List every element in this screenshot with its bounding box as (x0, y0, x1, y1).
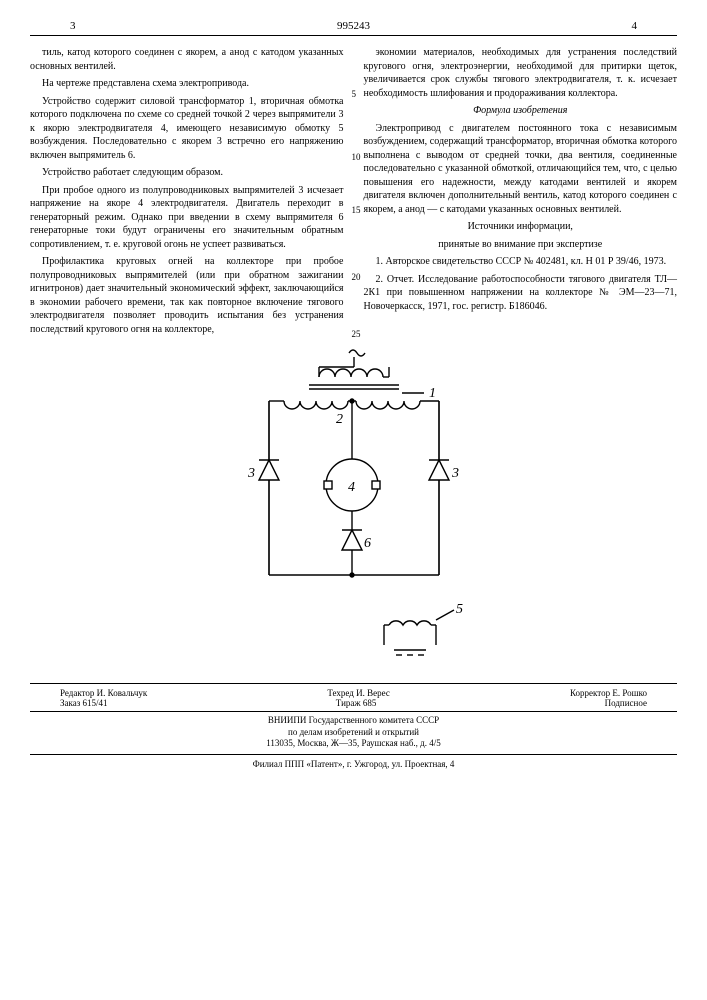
page-header: 3 995243 4 (30, 20, 677, 36)
diagram-label-4: 4 (348, 480, 355, 495)
org-line: ВНИИПИ Государственного комитета СССР (30, 715, 677, 727)
org-line: по делам изобретений и открытий (30, 727, 677, 739)
paragraph: Устройство работает следующим образом. (30, 166, 344, 180)
left-column: тиль, катод которого соединен с якорем, … (30, 46, 344, 340)
diagram-label-3b: 3 (451, 466, 459, 481)
diagram-label-6: 6 (364, 536, 371, 551)
references-subtitle: принятые во внимание при экспертизе (364, 238, 678, 252)
address-line: 113035, Москва, Ж—35, Раушская наб., д. … (30, 738, 677, 750)
text-columns: тиль, катод которого соединен с якорем, … (30, 46, 677, 340)
reference-item: 2. Отчет. Исследование работоспособности… (364, 273, 678, 314)
line-number: 15 (352, 204, 361, 216)
reference-item: 1. Авторское свидетельство СССР № 402481… (364, 255, 678, 269)
credits-block: Редактор И. Ковальчук Техред И. Верес Ко… (30, 683, 677, 771)
tirazh: Тираж 685 (336, 698, 377, 708)
diagram-label-3a: 3 (247, 466, 255, 481)
paragraph: При пробое одного из полупроводниковых в… (30, 184, 344, 252)
paragraph: На чертеже представлена схема электропри… (30, 77, 344, 91)
right-column: 5 10 15 20 25 экономии материалов, необх… (364, 46, 678, 340)
circuit-diagram: 1 2 3 3 4 6 5 (224, 345, 484, 675)
diagram-label-5: 5 (456, 602, 463, 617)
order-number: Заказ 615/41 (60, 698, 108, 708)
corrector: Корректор Е. Рошко (570, 688, 647, 698)
page-number-right: 4 (632, 20, 638, 32)
credits-org: ВНИИПИ Государственного комитета СССР по… (30, 715, 677, 750)
paragraph: тиль, катод которого соединен с якорем, … (30, 46, 344, 73)
paragraph: Устройство содержит силовой трансформато… (30, 95, 344, 163)
paragraph: Профилактика круговых огней на коллектор… (30, 255, 344, 336)
paragraph: экономии материалов, необходимых для уст… (364, 46, 678, 100)
diagram-label-1: 1 (429, 386, 436, 401)
podpisnoe: Подписное (605, 698, 647, 708)
line-number: 10 (352, 151, 361, 163)
references-title: Источники информации, (364, 220, 678, 234)
patent-number: 995243 (337, 20, 370, 32)
credits-row: Редактор И. Ковальчук Техред И. Верес Ко… (30, 688, 677, 698)
formula-title: Формула изобретения (364, 104, 678, 118)
tech-editor: Техред И. Верес (327, 688, 389, 698)
paragraph: Электропривод с двигателем постоянного т… (364, 122, 678, 217)
line-number: 20 (352, 271, 361, 283)
branch-address: Филиал ППП «Патент», г. Ужгород, ул. Про… (30, 759, 677, 771)
patent-page: { "header": { "left_page": "3", "patent_… (0, 0, 707, 1000)
credits-row: Заказ 615/41 Тираж 685 Подписное (30, 698, 677, 712)
editor: Редактор И. Ковальчук (60, 688, 147, 698)
page-number-left: 3 (70, 20, 76, 32)
line-number: 25 (352, 328, 361, 340)
diagram-label-2: 2 (336, 412, 343, 427)
line-number: 5 (352, 88, 357, 100)
